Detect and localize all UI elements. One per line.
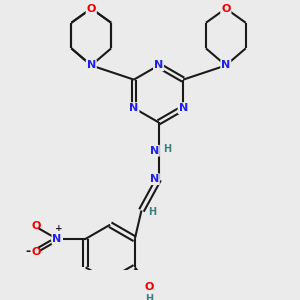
- Text: N: N: [221, 60, 230, 70]
- Text: O: O: [31, 221, 40, 231]
- Text: +: +: [55, 224, 62, 233]
- Text: O: O: [144, 282, 154, 292]
- Text: N: N: [87, 60, 96, 70]
- Text: H: H: [164, 144, 172, 154]
- Text: H: H: [148, 207, 156, 217]
- Text: N: N: [52, 234, 62, 244]
- Text: O: O: [221, 4, 230, 14]
- Text: O: O: [31, 247, 40, 257]
- Text: N: N: [154, 60, 163, 70]
- Text: -: -: [25, 245, 30, 258]
- Text: N: N: [150, 146, 159, 156]
- Text: N: N: [178, 103, 188, 113]
- Text: H: H: [145, 294, 153, 300]
- Text: O: O: [87, 4, 96, 14]
- Text: N: N: [129, 103, 139, 113]
- Text: N: N: [150, 174, 159, 184]
